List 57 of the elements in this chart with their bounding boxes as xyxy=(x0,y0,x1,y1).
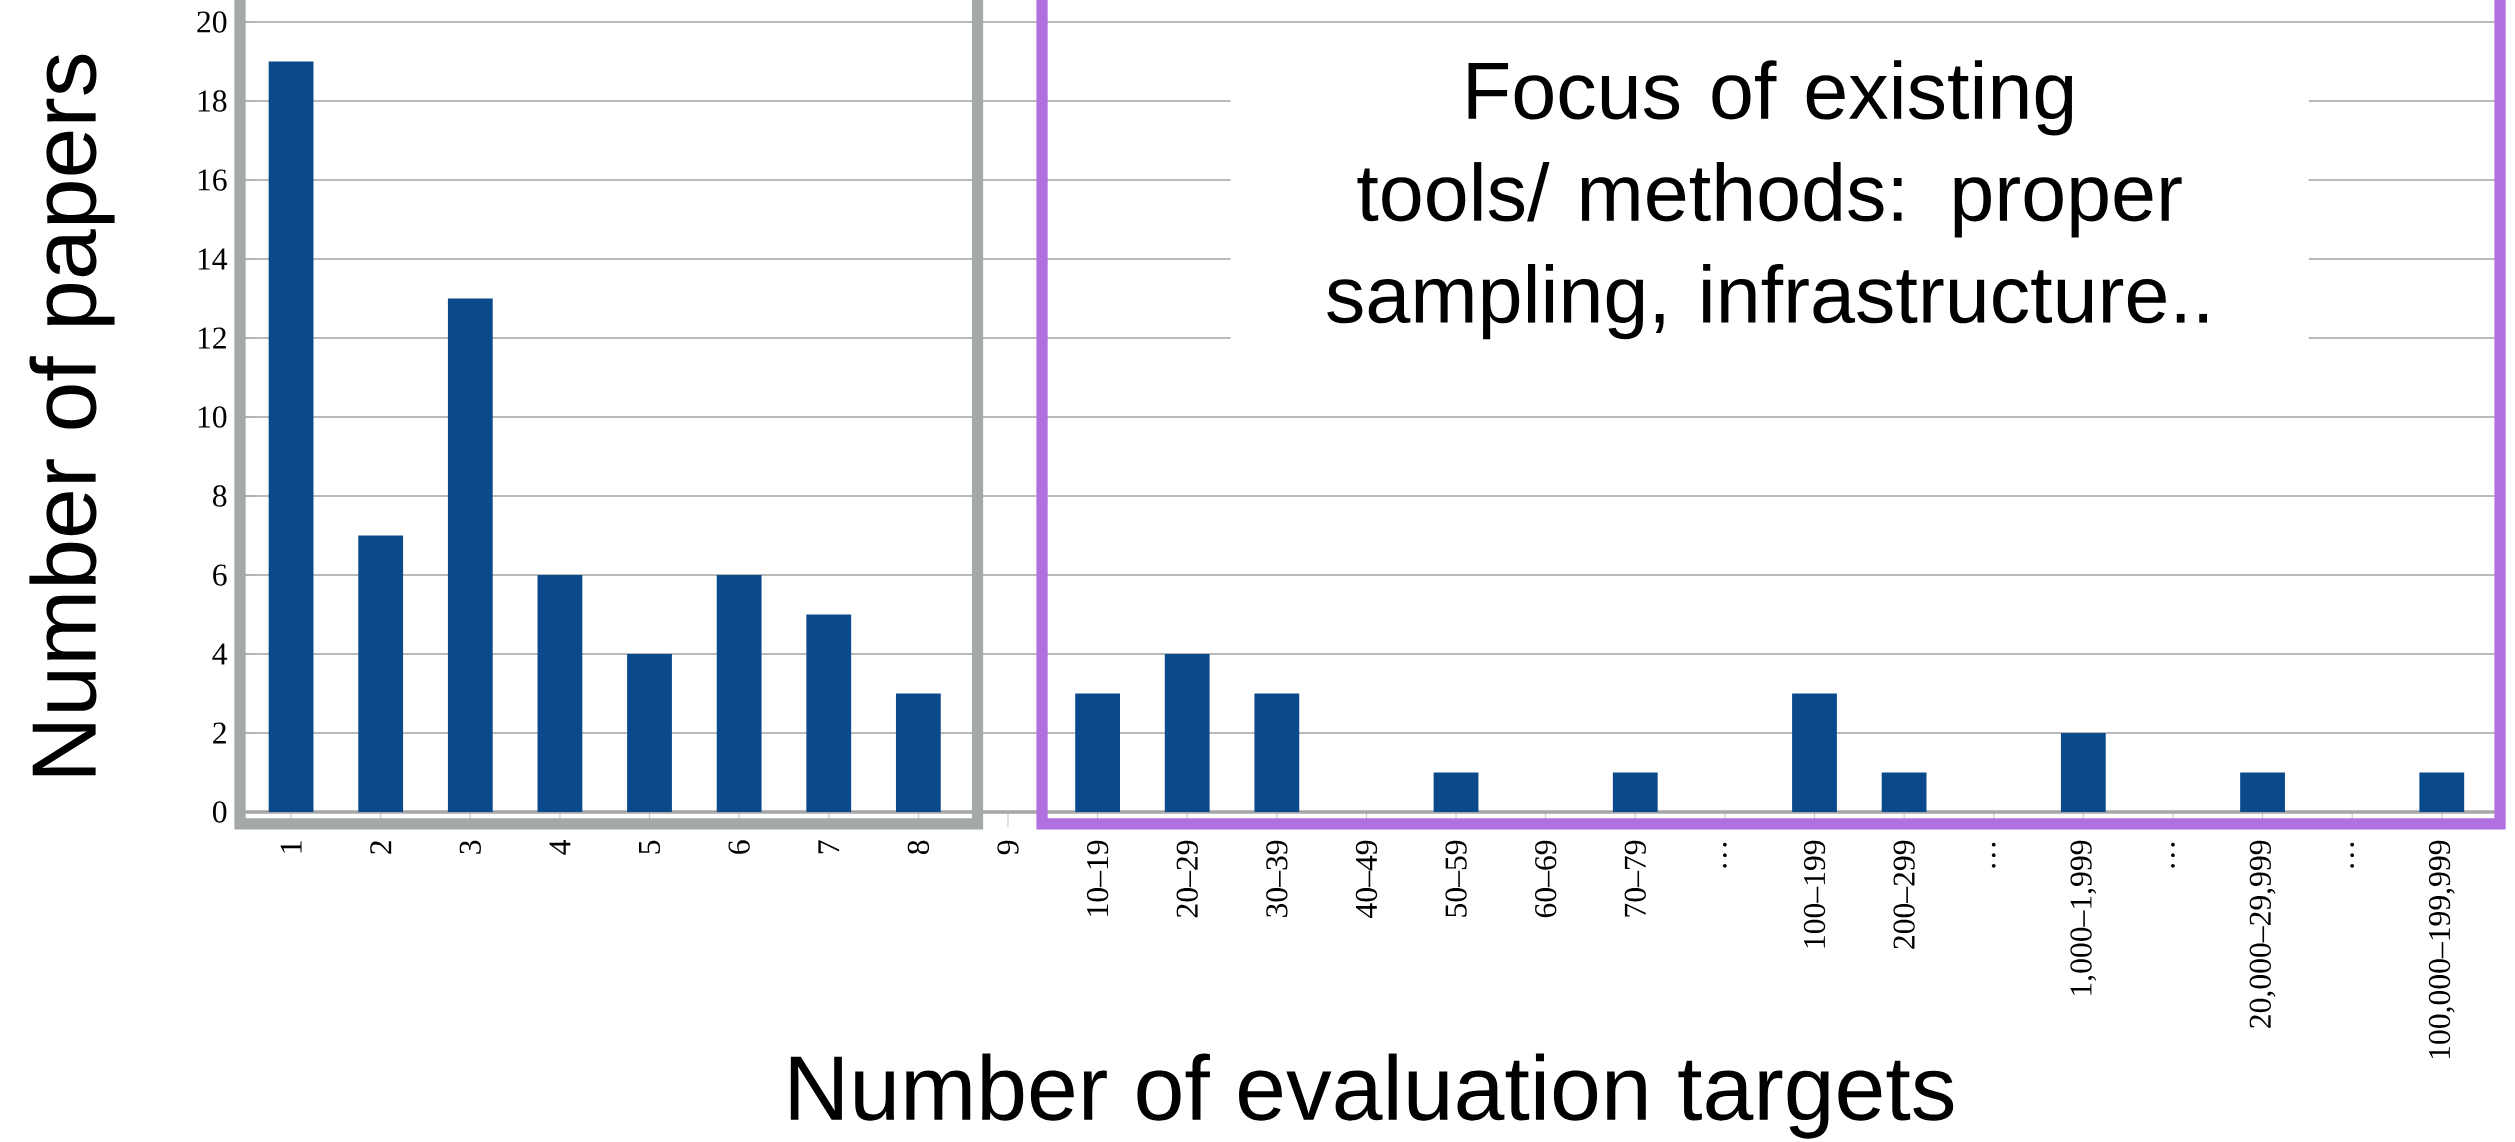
x-tick-label: 100–199 xyxy=(1803,840,1826,948)
x-tick-label: 50–59 xyxy=(1445,840,1467,917)
x-tick-label: 8 xyxy=(907,840,930,855)
bar xyxy=(627,654,672,813)
y-tick-label: 14 xyxy=(198,248,228,270)
x-tick-label: 4 xyxy=(549,839,571,855)
x-tick-label: 200–299 xyxy=(1893,840,1915,949)
x-axis-title: Number of evaluation targets xyxy=(790,1053,1954,1139)
y-tick-label: 20 xyxy=(197,11,227,33)
x-tick-label: 1 xyxy=(280,841,302,853)
bar xyxy=(716,575,762,813)
bar xyxy=(1792,693,1837,813)
x-tick-label: 100,000–199,999 xyxy=(2428,840,2455,1059)
bar xyxy=(358,535,404,813)
x-tick-label: 30–39 xyxy=(1266,840,1288,918)
y-tick-label: 6 xyxy=(213,564,227,586)
x-tick-label: 5 xyxy=(639,840,661,854)
x-tick-label: … xyxy=(2171,842,2175,868)
y-tick-label: 2 xyxy=(213,722,226,744)
bar xyxy=(1433,772,1479,813)
y-tick-label: 18 xyxy=(198,90,227,112)
x-tick-label: 6 xyxy=(728,840,750,854)
x-tick-label: 1,000–1,999 xyxy=(2070,840,2097,995)
bar xyxy=(806,614,852,813)
y-tick-label: 12 xyxy=(198,327,226,349)
x-tick-label: 7 xyxy=(818,840,840,854)
x-tick-label: 60–69 xyxy=(1534,840,1557,918)
bar xyxy=(2240,772,2285,813)
bar xyxy=(1612,772,1658,813)
x-tick-label: … xyxy=(2350,842,2355,868)
x-tick-label: 40–49 xyxy=(1355,840,1378,918)
x-tick-label: 9 xyxy=(997,840,1019,855)
x-tick-label: 70–79 xyxy=(1624,840,1646,917)
y-tick-label: 8 xyxy=(212,485,227,507)
bar xyxy=(1164,654,1210,813)
x-tick-label: 10–19 xyxy=(1086,840,1109,916)
y-tick-label: 0 xyxy=(212,801,227,823)
x-tick-label: 20,000–29,999 xyxy=(2249,840,2276,1028)
x-tick-label: 3 xyxy=(459,840,481,854)
y-tick-label: 10 xyxy=(198,406,227,428)
bar xyxy=(537,575,583,813)
x-tick-label: 20–29 xyxy=(1176,840,1198,918)
bar xyxy=(2060,733,2106,813)
annotation: Focus of existing tools/ methods: proper sampling, infrastructure.. xyxy=(1327,60,2207,340)
bar xyxy=(1254,693,1300,813)
x-tick-label: … xyxy=(1991,842,1996,868)
bar xyxy=(447,298,493,813)
x-tick-label: … xyxy=(1723,842,1727,868)
bar xyxy=(1075,693,1120,813)
bar xyxy=(2419,772,2465,813)
x-tick-label: 2 xyxy=(370,841,392,854)
y-axis-title: Number of papers xyxy=(29,54,115,776)
bar xyxy=(895,693,941,813)
bar xyxy=(1881,772,1927,813)
y-tick-label: 4 xyxy=(212,643,228,665)
y-tick-label: 16 xyxy=(198,169,227,191)
bar xyxy=(268,61,314,813)
